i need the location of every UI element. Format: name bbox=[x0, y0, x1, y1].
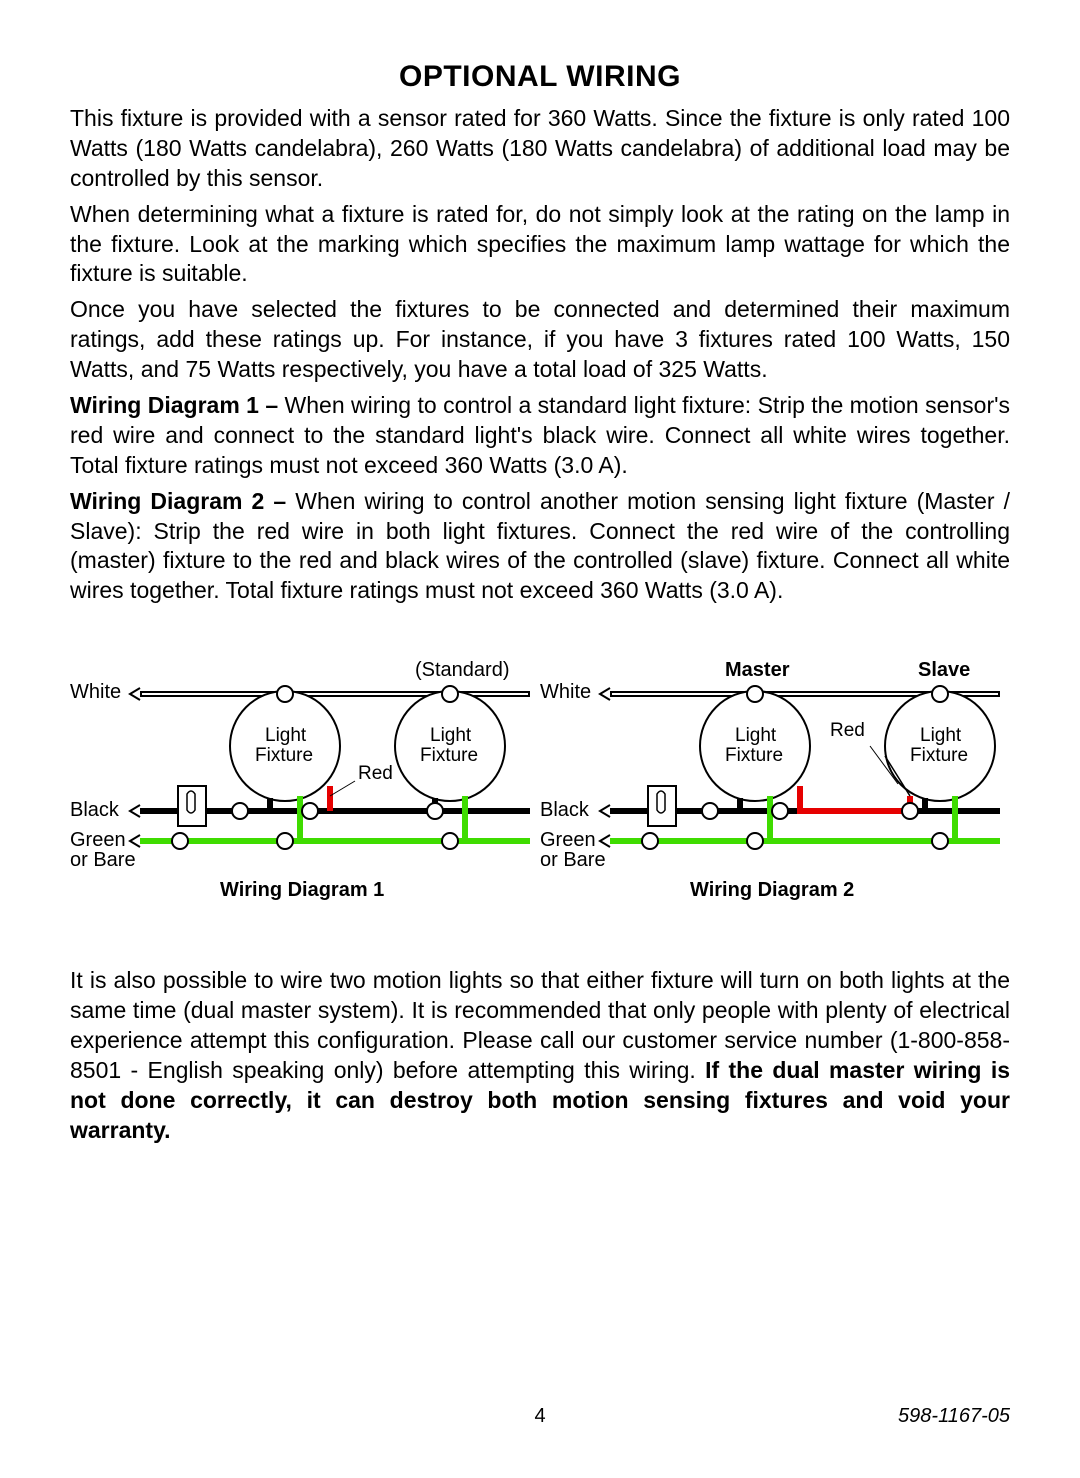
paragraph-4: Wiring Diagram 1 – When wiring to contro… bbox=[70, 391, 1010, 481]
label-white-2: White bbox=[540, 681, 591, 703]
label-light-2b: Light bbox=[920, 725, 962, 746]
wiring-diagram-2: Master Slave White Black Green or Bare L… bbox=[540, 646, 1010, 926]
label-fixture-2a: Fixture bbox=[725, 745, 783, 766]
paragraph-2: When determining what a fixture is rated… bbox=[70, 200, 1010, 290]
paragraph-3: Once you have selected the fixtures to b… bbox=[70, 295, 1010, 385]
label-fixture-1a: Fixture bbox=[255, 745, 313, 766]
wiring-diagram-1: (Standard) White Black Green or Bare Lig… bbox=[70, 646, 540, 926]
label-black-1: Black bbox=[70, 799, 120, 821]
paragraph-4-lead: Wiring Diagram 1 – bbox=[70, 392, 285, 418]
label-slave: Slave bbox=[918, 659, 970, 681]
label-white-1: White bbox=[70, 681, 121, 703]
label-light-1b: Light bbox=[430, 725, 472, 746]
label-fixture-2b: Fixture bbox=[910, 745, 968, 766]
label-light-2a: Light bbox=[735, 725, 777, 746]
paragraph-6: It is also possible to wire two motion l… bbox=[70, 966, 1010, 1145]
label-black-2: Black bbox=[540, 799, 590, 821]
caption-diagram-2: Wiring Diagram 2 bbox=[690, 879, 854, 901]
paragraph-5: Wiring Diagram 2 – When wiring to contro… bbox=[70, 487, 1010, 607]
label-green-2: Green bbox=[540, 829, 596, 851]
document-number: 598-1167-05 bbox=[898, 1405, 1010, 1428]
label-light-1a: Light bbox=[265, 725, 307, 746]
diagrams-row: (Standard) White Black Green or Bare Lig… bbox=[70, 646, 1010, 926]
label-orbare-2: or Bare bbox=[540, 849, 606, 871]
label-red-1: Red bbox=[358, 763, 393, 784]
label-orbare-1: or Bare bbox=[70, 849, 136, 871]
page-title: OPTIONAL WIRING bbox=[70, 60, 1010, 94]
label-standard: (Standard) bbox=[415, 659, 510, 681]
label-red-2: Red bbox=[830, 720, 865, 741]
label-fixture-1b: Fixture bbox=[420, 745, 478, 766]
paragraph-1: This fixture is provided with a sensor r… bbox=[70, 104, 1010, 194]
caption-diagram-1: Wiring Diagram 1 bbox=[220, 879, 384, 901]
paragraph-5-lead: Wiring Diagram 2 – bbox=[70, 488, 295, 514]
label-green-1: Green bbox=[70, 829, 126, 851]
label-master: Master bbox=[725, 659, 790, 681]
